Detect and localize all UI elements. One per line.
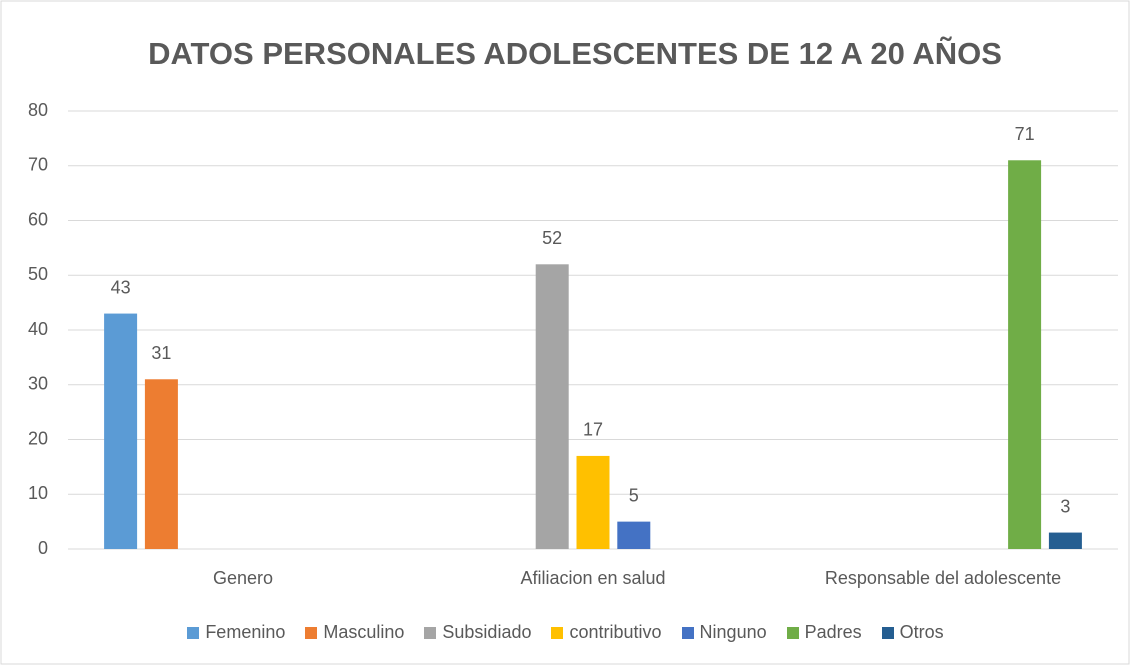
bar bbox=[1008, 160, 1042, 549]
y-tick-label: 70 bbox=[28, 155, 48, 175]
legend-item: Otros bbox=[881, 622, 944, 643]
legend-label: Ninguno bbox=[699, 622, 767, 642]
legend-item: Masculino bbox=[305, 622, 404, 643]
x-tick-label: Genero bbox=[213, 568, 273, 588]
legend-swatch bbox=[551, 626, 564, 639]
legend-label: contributivo bbox=[569, 622, 662, 642]
data-label: 5 bbox=[629, 485, 639, 505]
legend-label: Femenino bbox=[205, 622, 286, 642]
chart-title: DATOS PERSONALES ADOLESCENTES DE 12 A 20… bbox=[148, 36, 1002, 71]
legend-item: contributivo bbox=[551, 622, 662, 643]
y-tick-label: 60 bbox=[28, 209, 48, 229]
y-tick-label: 20 bbox=[28, 428, 48, 448]
data-label: 52 bbox=[542, 228, 562, 248]
legend-label: Masculino bbox=[323, 622, 405, 642]
bar bbox=[576, 455, 610, 549]
y-tick-label: 80 bbox=[28, 100, 48, 120]
x-tick-label: Responsable del adolescente bbox=[825, 568, 1061, 588]
data-label: 71 bbox=[1015, 124, 1035, 144]
legend-label: Otros bbox=[899, 622, 944, 642]
legend-item: Subsidiado bbox=[424, 622, 531, 643]
legend-swatch bbox=[305, 626, 318, 639]
legend: Femenino Masculino Subsidiado contributivo N… bbox=[0, 622, 1131, 643]
legend-swatch bbox=[424, 626, 437, 639]
data-label: 3 bbox=[1060, 496, 1070, 516]
y-tick-label: 40 bbox=[28, 319, 48, 339]
y-tick-label: 50 bbox=[28, 264, 48, 284]
y-tick-label: 0 bbox=[38, 538, 48, 558]
legend-item: Ninguno bbox=[681, 622, 767, 643]
y-tick-label: 30 bbox=[28, 374, 48, 394]
legend-swatch bbox=[786, 626, 799, 639]
bar bbox=[617, 521, 651, 549]
bar bbox=[535, 264, 569, 549]
bar bbox=[104, 313, 138, 549]
data-label: 31 bbox=[151, 343, 171, 363]
legend-swatch bbox=[881, 626, 894, 639]
x-tick-label: Afiliacion en salud bbox=[520, 568, 665, 588]
legend-swatch bbox=[681, 626, 694, 639]
y-tick-label: 10 bbox=[28, 483, 48, 503]
data-label: 43 bbox=[111, 277, 131, 297]
legend-item: Padres bbox=[786, 622, 862, 643]
data-label: 17 bbox=[583, 420, 603, 440]
legend-label: Padres bbox=[804, 622, 862, 642]
legend-swatch bbox=[187, 626, 200, 639]
legend-item: Femenino bbox=[187, 622, 285, 643]
legend-label: Subsidiado bbox=[442, 622, 532, 642]
bar bbox=[144, 379, 178, 549]
bar bbox=[1048, 532, 1082, 549]
